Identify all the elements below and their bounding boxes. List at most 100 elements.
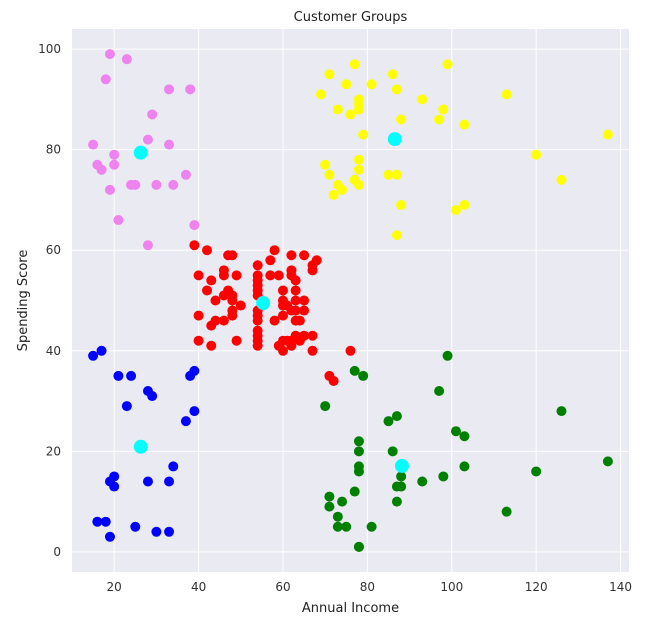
data-point [100,516,111,527]
data-point [121,54,132,65]
x-tick-label: 20 [107,580,122,594]
data-point [434,114,445,125]
data-point [168,461,179,472]
data-point [531,466,542,477]
data-point [252,315,263,326]
y-axis-ticks: 0 20 40 60 80 100 [38,42,61,559]
data-point [501,89,512,100]
data-point [168,179,179,190]
data-point [142,134,153,145]
data-point [252,260,263,271]
data-point [332,511,343,522]
data-point [337,184,348,195]
data-point [353,436,364,447]
data-point [450,205,461,215]
chart-title: Customer Groups [294,10,408,25]
data-point [324,69,335,80]
data-point [353,154,364,165]
data-point [218,270,229,281]
data-point [442,350,453,361]
data-point [602,456,613,467]
data-point [121,401,132,412]
data-point [349,365,360,376]
centroid-point [394,458,409,473]
data-point [277,345,288,356]
data-point [104,49,115,60]
data-point [189,365,200,376]
data-point [109,481,120,492]
data-point [269,315,280,326]
data-point [227,310,238,321]
data-point [164,526,175,537]
data-point [353,99,364,110]
data-point [396,199,407,210]
data-point [142,476,153,487]
y-tick-label: 40 [46,344,61,358]
data-point [391,230,402,241]
data-point [366,521,377,532]
data-point [277,285,288,296]
data-point [459,461,470,472]
data-point [315,89,326,100]
data-point [227,295,238,306]
data-point [307,265,318,276]
data-point [252,285,263,296]
data-point [193,335,204,346]
data-point [320,159,331,170]
x-tick-label: 100 [440,580,463,594]
data-point [147,109,158,120]
data-point [353,541,364,552]
data-point [328,375,339,386]
data-point [353,164,364,175]
data-point [387,69,398,80]
data-point [391,496,402,507]
data-point [269,245,280,256]
data-point [164,139,175,150]
data-point [387,446,398,457]
data-point [396,471,407,482]
data-point [286,250,297,261]
data-point [193,270,204,281]
data-point [277,310,288,321]
data-point [235,300,246,311]
centroid-point [133,145,148,160]
data-point [113,370,124,381]
data-point [206,275,217,286]
data-point [185,84,196,95]
data-point [210,315,221,326]
data-point [358,370,369,381]
data-point [391,169,402,180]
data-point [265,270,276,281]
data-point [299,295,310,306]
data-point [324,169,335,180]
data-point [265,255,276,266]
data-point [332,521,343,532]
y-tick-label: 0 [53,545,61,559]
data-point [556,406,567,417]
data-point [391,411,402,422]
centroid-point [387,132,402,147]
data-point [180,416,191,427]
data-point [96,164,107,175]
data-point [442,59,453,70]
data-point [252,270,263,281]
data-point [396,114,407,125]
data-point [320,401,331,412]
data-point [434,386,445,396]
data-point [189,240,200,251]
data-point [100,74,111,85]
data-point [396,481,407,492]
data-point [96,345,107,356]
data-point [332,104,343,115]
data-point [151,526,162,537]
data-point [92,516,103,527]
data-point [341,79,352,90]
data-point [383,416,394,427]
data-point [202,285,213,296]
data-point [104,531,115,542]
data-point [307,345,318,356]
data-point [391,84,402,95]
data-point [349,59,360,70]
data-point [358,129,369,140]
